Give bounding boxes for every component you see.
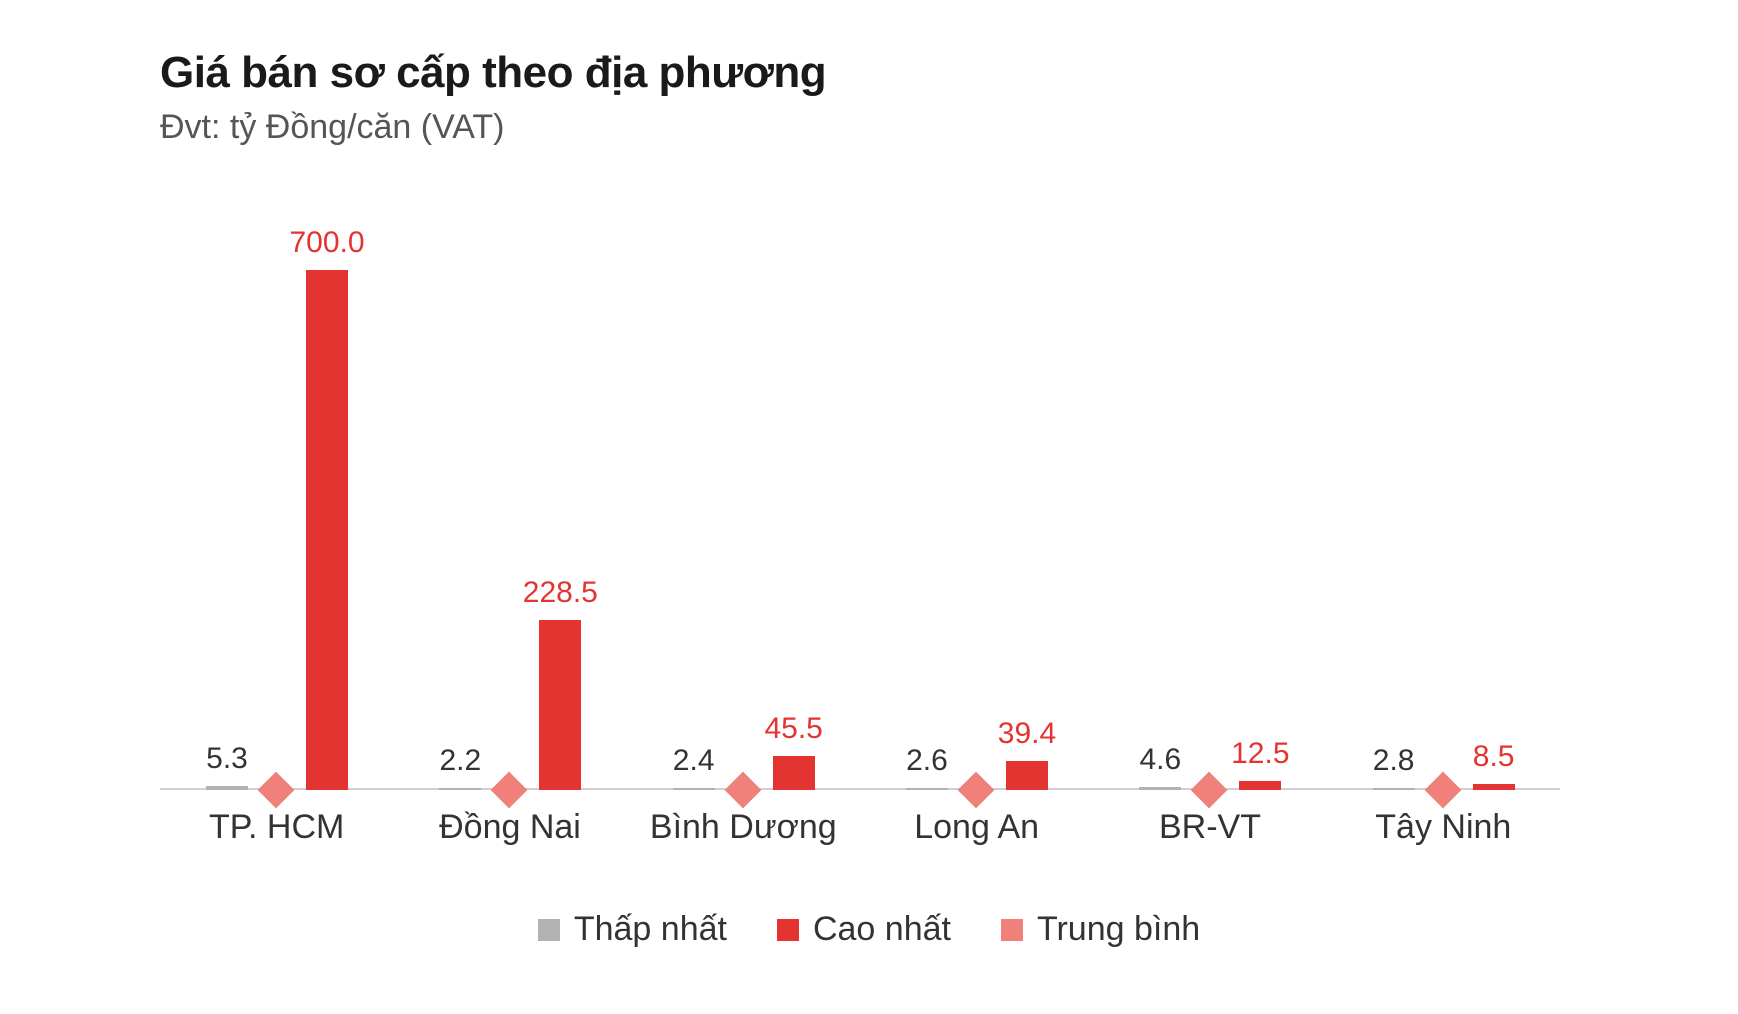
value-label-high: 12.5 (1231, 737, 1289, 771)
legend-item-high: Cao nhất (777, 910, 951, 949)
category-label: Đồng Nai (439, 808, 581, 847)
bar-low (439, 788, 481, 790)
bar-high (306, 270, 348, 791)
bar-low (673, 788, 715, 790)
category-label: BR-VT (1159, 808, 1261, 847)
value-label-low: 2.4 (673, 744, 715, 778)
bar-group: 2.639.4Long An (860, 210, 1093, 790)
category-label: TP. HCM (209, 808, 344, 847)
legend-label-high: Cao nhất (813, 910, 951, 949)
bar-low (1139, 787, 1181, 790)
legend-swatch-high (777, 919, 799, 941)
avg-marker (1191, 772, 1228, 809)
bar-high (773, 756, 815, 790)
bar-high (539, 620, 581, 790)
legend-label-low: Thấp nhất (574, 910, 727, 949)
value-label-high: 39.4 (998, 717, 1056, 751)
bar-high (1473, 784, 1515, 790)
value-label-low: 5.3 (206, 742, 248, 776)
chart-subtitle: Đvt: tỷ Đồng/căn (VAT) (160, 108, 505, 147)
bar-low (1373, 788, 1415, 790)
bar-group: 2.88.5Tây Ninh (1327, 210, 1560, 790)
avg-marker (724, 772, 761, 809)
bar-low (206, 786, 248, 790)
bar-group: 4.612.5BR-VT (1093, 210, 1326, 790)
category-label: Tây Ninh (1375, 808, 1511, 847)
chart-title: Giá bán sơ cấp theo địa phương (160, 48, 826, 98)
legend-swatch-avg (1001, 919, 1023, 941)
bar-groups: 5.3700.0TP. HCM2.2228.5Đồng Nai2.445.5Bì… (160, 210, 1560, 790)
bar-group: 2.2228.5Đồng Nai (393, 210, 626, 790)
value-label-high: 228.5 (523, 576, 598, 610)
value-label-high: 8.5 (1473, 740, 1515, 774)
avg-marker (258, 772, 295, 809)
value-label-low: 2.6 (906, 744, 948, 778)
legend: Thấp nhất Cao nhất Trung bình (0, 910, 1738, 949)
legend-item-low: Thấp nhất (538, 910, 727, 949)
legend-swatch-low (538, 919, 560, 941)
bar-group: 5.3700.0TP. HCM (160, 210, 393, 790)
value-label-low: 2.2 (439, 744, 481, 778)
category-label: Long An (914, 808, 1039, 847)
value-label-low: 4.6 (1139, 743, 1181, 777)
value-label-high: 45.5 (764, 712, 822, 746)
legend-label-avg: Trung bình (1037, 910, 1200, 949)
value-label-low: 2.8 (1373, 744, 1415, 778)
bar-high (1006, 761, 1048, 790)
bar-low (906, 788, 948, 790)
category-label: Bình Dương (650, 808, 837, 847)
value-label-high: 700.0 (289, 226, 364, 260)
avg-marker (1424, 772, 1461, 809)
avg-marker (491, 772, 528, 809)
plot-area: 5.3700.0TP. HCM2.2228.5Đồng Nai2.445.5Bì… (160, 210, 1560, 790)
legend-item-avg: Trung bình (1001, 910, 1200, 949)
bar-high (1239, 781, 1281, 790)
avg-marker (958, 772, 995, 809)
chart-container: Giá bán sơ cấp theo địa phương Đvt: tỷ Đ… (0, 0, 1738, 1014)
bar-group: 2.445.5Bình Dương (627, 210, 860, 790)
